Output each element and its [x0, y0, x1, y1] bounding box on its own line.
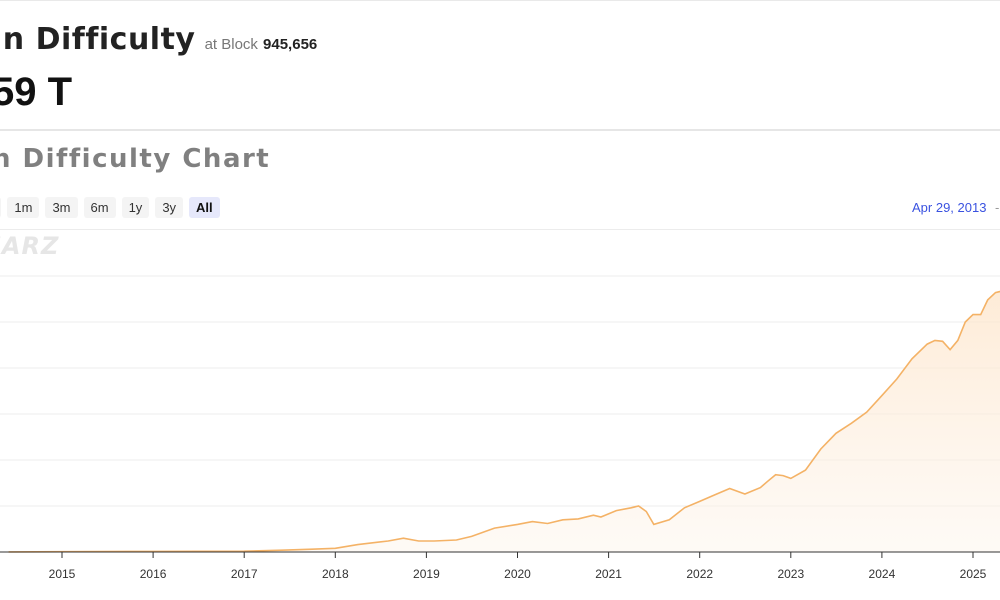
chart-top-border [0, 229, 1000, 230]
difficulty-area [8, 291, 1000, 552]
x-tick-label: 2016 [140, 567, 167, 581]
chart-title: n Difficulty Chart [0, 144, 271, 174]
range-button-3m[interactable]: 3m [45, 197, 78, 218]
x-tick-label: 2019 [413, 567, 440, 581]
date-range-start[interactable]: Apr 29, 2013 [912, 200, 987, 215]
range-button-w[interactable]: w [0, 197, 2, 218]
at-block-label: at Block [204, 36, 258, 53]
x-tick-label: 2025 [960, 567, 987, 581]
page-header: in Difficulty at Block 945,656 [0, 22, 317, 57]
range-button-6m[interactable]: 6m [83, 197, 116, 218]
page-title: in Difficulty [0, 22, 196, 57]
range-button-3y[interactable]: 3y [155, 197, 184, 218]
section-divider [0, 129, 1000, 131]
time-range-selector: w 1m 3m 6m 1y 3y All [0, 197, 220, 218]
block-number: 945,656 [263, 36, 318, 53]
difficulty-line [8, 290, 1000, 553]
x-tick-label: 2015 [49, 567, 76, 581]
x-tick-label: 2017 [231, 567, 258, 581]
date-range-separator: - [995, 200, 1000, 215]
x-tick-label: 2018 [322, 567, 349, 581]
top-border [0, 0, 1000, 1]
current-difficulty-value: 59 T [0, 70, 73, 114]
range-button-1y[interactable]: 1y [121, 197, 150, 218]
range-button-all[interactable]: All [189, 197, 220, 218]
x-tick-label: 2023 [777, 567, 804, 581]
watermark-logo: JARZ [0, 232, 60, 260]
x-tick-label: 2022 [686, 567, 713, 581]
range-button-1m[interactable]: 1m [7, 197, 40, 218]
x-tick-label: 2020 [504, 567, 531, 581]
x-tick-label: 2024 [869, 567, 896, 581]
x-tick-label: 2021 [595, 567, 622, 581]
